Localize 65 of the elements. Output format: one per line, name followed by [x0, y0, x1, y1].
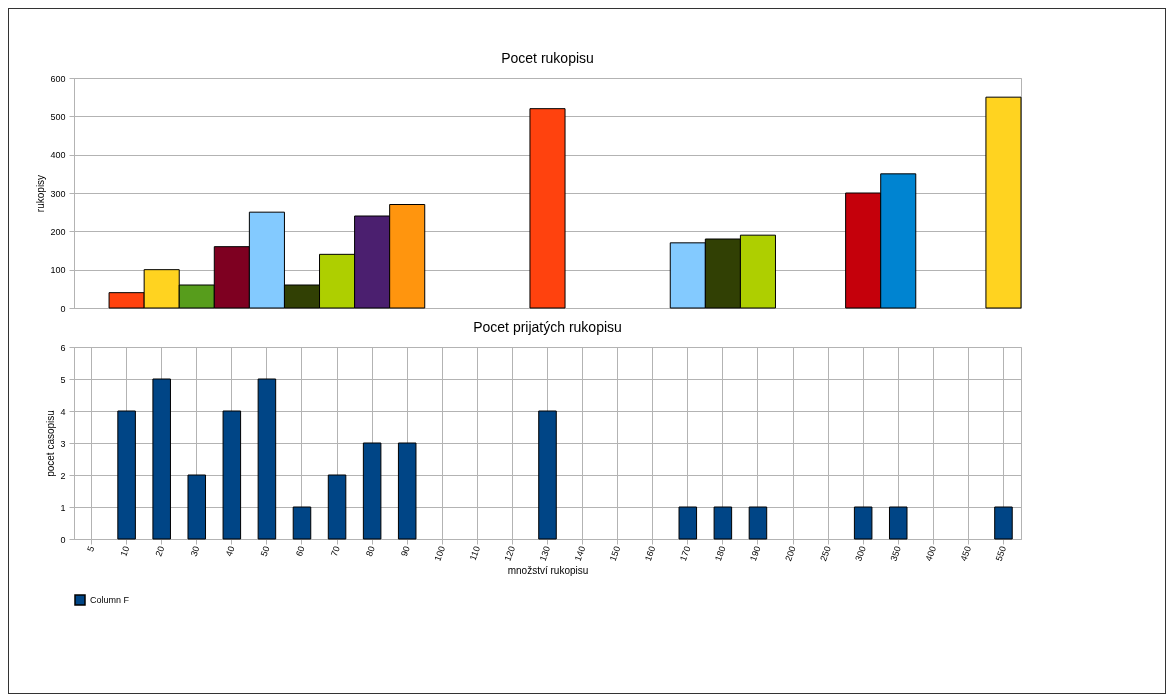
y-tick-label: 2 — [60, 470, 66, 481]
x-tick-label: 90 — [399, 544, 412, 558]
x-tick-label: 550 — [993, 544, 1009, 563]
bar — [397, 442, 417, 540]
x-tick-label: 40 — [223, 544, 237, 558]
x-tick-label: 80 — [364, 544, 377, 558]
x-tick-label: 70 — [328, 544, 342, 558]
y-tick-label: 300 — [50, 188, 66, 199]
y-tick-label: 1 — [60, 502, 66, 513]
x-tick-label: 400 — [923, 544, 939, 563]
x-tick-label: 150 — [607, 544, 623, 563]
x-tick-label: 250 — [818, 544, 833, 563]
bar — [713, 506, 733, 540]
x-tick-label: 180 — [713, 544, 728, 563]
bar — [222, 410, 242, 540]
x-tick-label: 30 — [188, 544, 202, 558]
x-tick-label: 20 — [153, 544, 167, 558]
y-tick-label: 5 — [60, 374, 66, 385]
y-tick-label: 100 — [50, 265, 66, 276]
y-tick-label: 200 — [50, 226, 66, 237]
bar — [994, 506, 1013, 540]
y-axis-title: rukopisy — [35, 174, 47, 213]
x-tick-label: 60 — [293, 544, 307, 558]
bar — [538, 410, 557, 540]
legend-label: Column F — [90, 595, 130, 605]
x-tick-label: 130 — [537, 544, 553, 563]
x-tick-label: 120 — [502, 544, 518, 563]
bar — [362, 442, 382, 540]
y-tick-label: 4 — [60, 406, 66, 417]
chart-title: Pocet rukopisu — [501, 50, 594, 66]
y-tick-label: 600 — [50, 73, 66, 84]
x-tick-label: 160 — [642, 544, 658, 563]
bar — [678, 506, 698, 540]
x-axis-title: množství rukopisu — [507, 565, 589, 577]
x-tick-label: 100 — [432, 544, 447, 563]
y-tick-label: 3 — [60, 438, 66, 449]
bar — [327, 474, 347, 540]
x-tick-label: 300 — [853, 544, 868, 563]
bar — [257, 378, 277, 540]
bar — [117, 410, 136, 540]
x-tick-label: 140 — [572, 544, 588, 563]
y-tick-label: 400 — [50, 150, 66, 161]
y-tick-label: 0 — [60, 303, 66, 314]
bar — [187, 474, 207, 540]
bar — [529, 108, 566, 309]
x-tick-label: 50 — [258, 544, 272, 558]
y-tick-label: 0 — [60, 534, 66, 545]
y-tick-label: 6 — [60, 342, 66, 353]
x-tick-label: 350 — [888, 544, 903, 563]
x-tick-label: 190 — [748, 544, 763, 563]
y-tick-label: 500 — [50, 111, 66, 122]
x-tick-label: 110 — [467, 544, 483, 562]
bar — [985, 96, 1022, 309]
chart-title: Pocet prijatých rukopisu — [473, 319, 622, 335]
bar — [292, 506, 312, 540]
y-axis-title: pocet casopisu — [45, 410, 57, 477]
bar — [152, 378, 171, 540]
x-tick-label: 200 — [783, 544, 798, 563]
bar — [888, 506, 908, 540]
x-tick-label: 5 — [85, 544, 97, 553]
x-tick-label: 450 — [958, 544, 974, 563]
bar — [853, 506, 873, 540]
x-tick-label: 10 — [118, 544, 132, 558]
bar — [748, 506, 768, 540]
x-tick-label: 170 — [677, 544, 693, 563]
